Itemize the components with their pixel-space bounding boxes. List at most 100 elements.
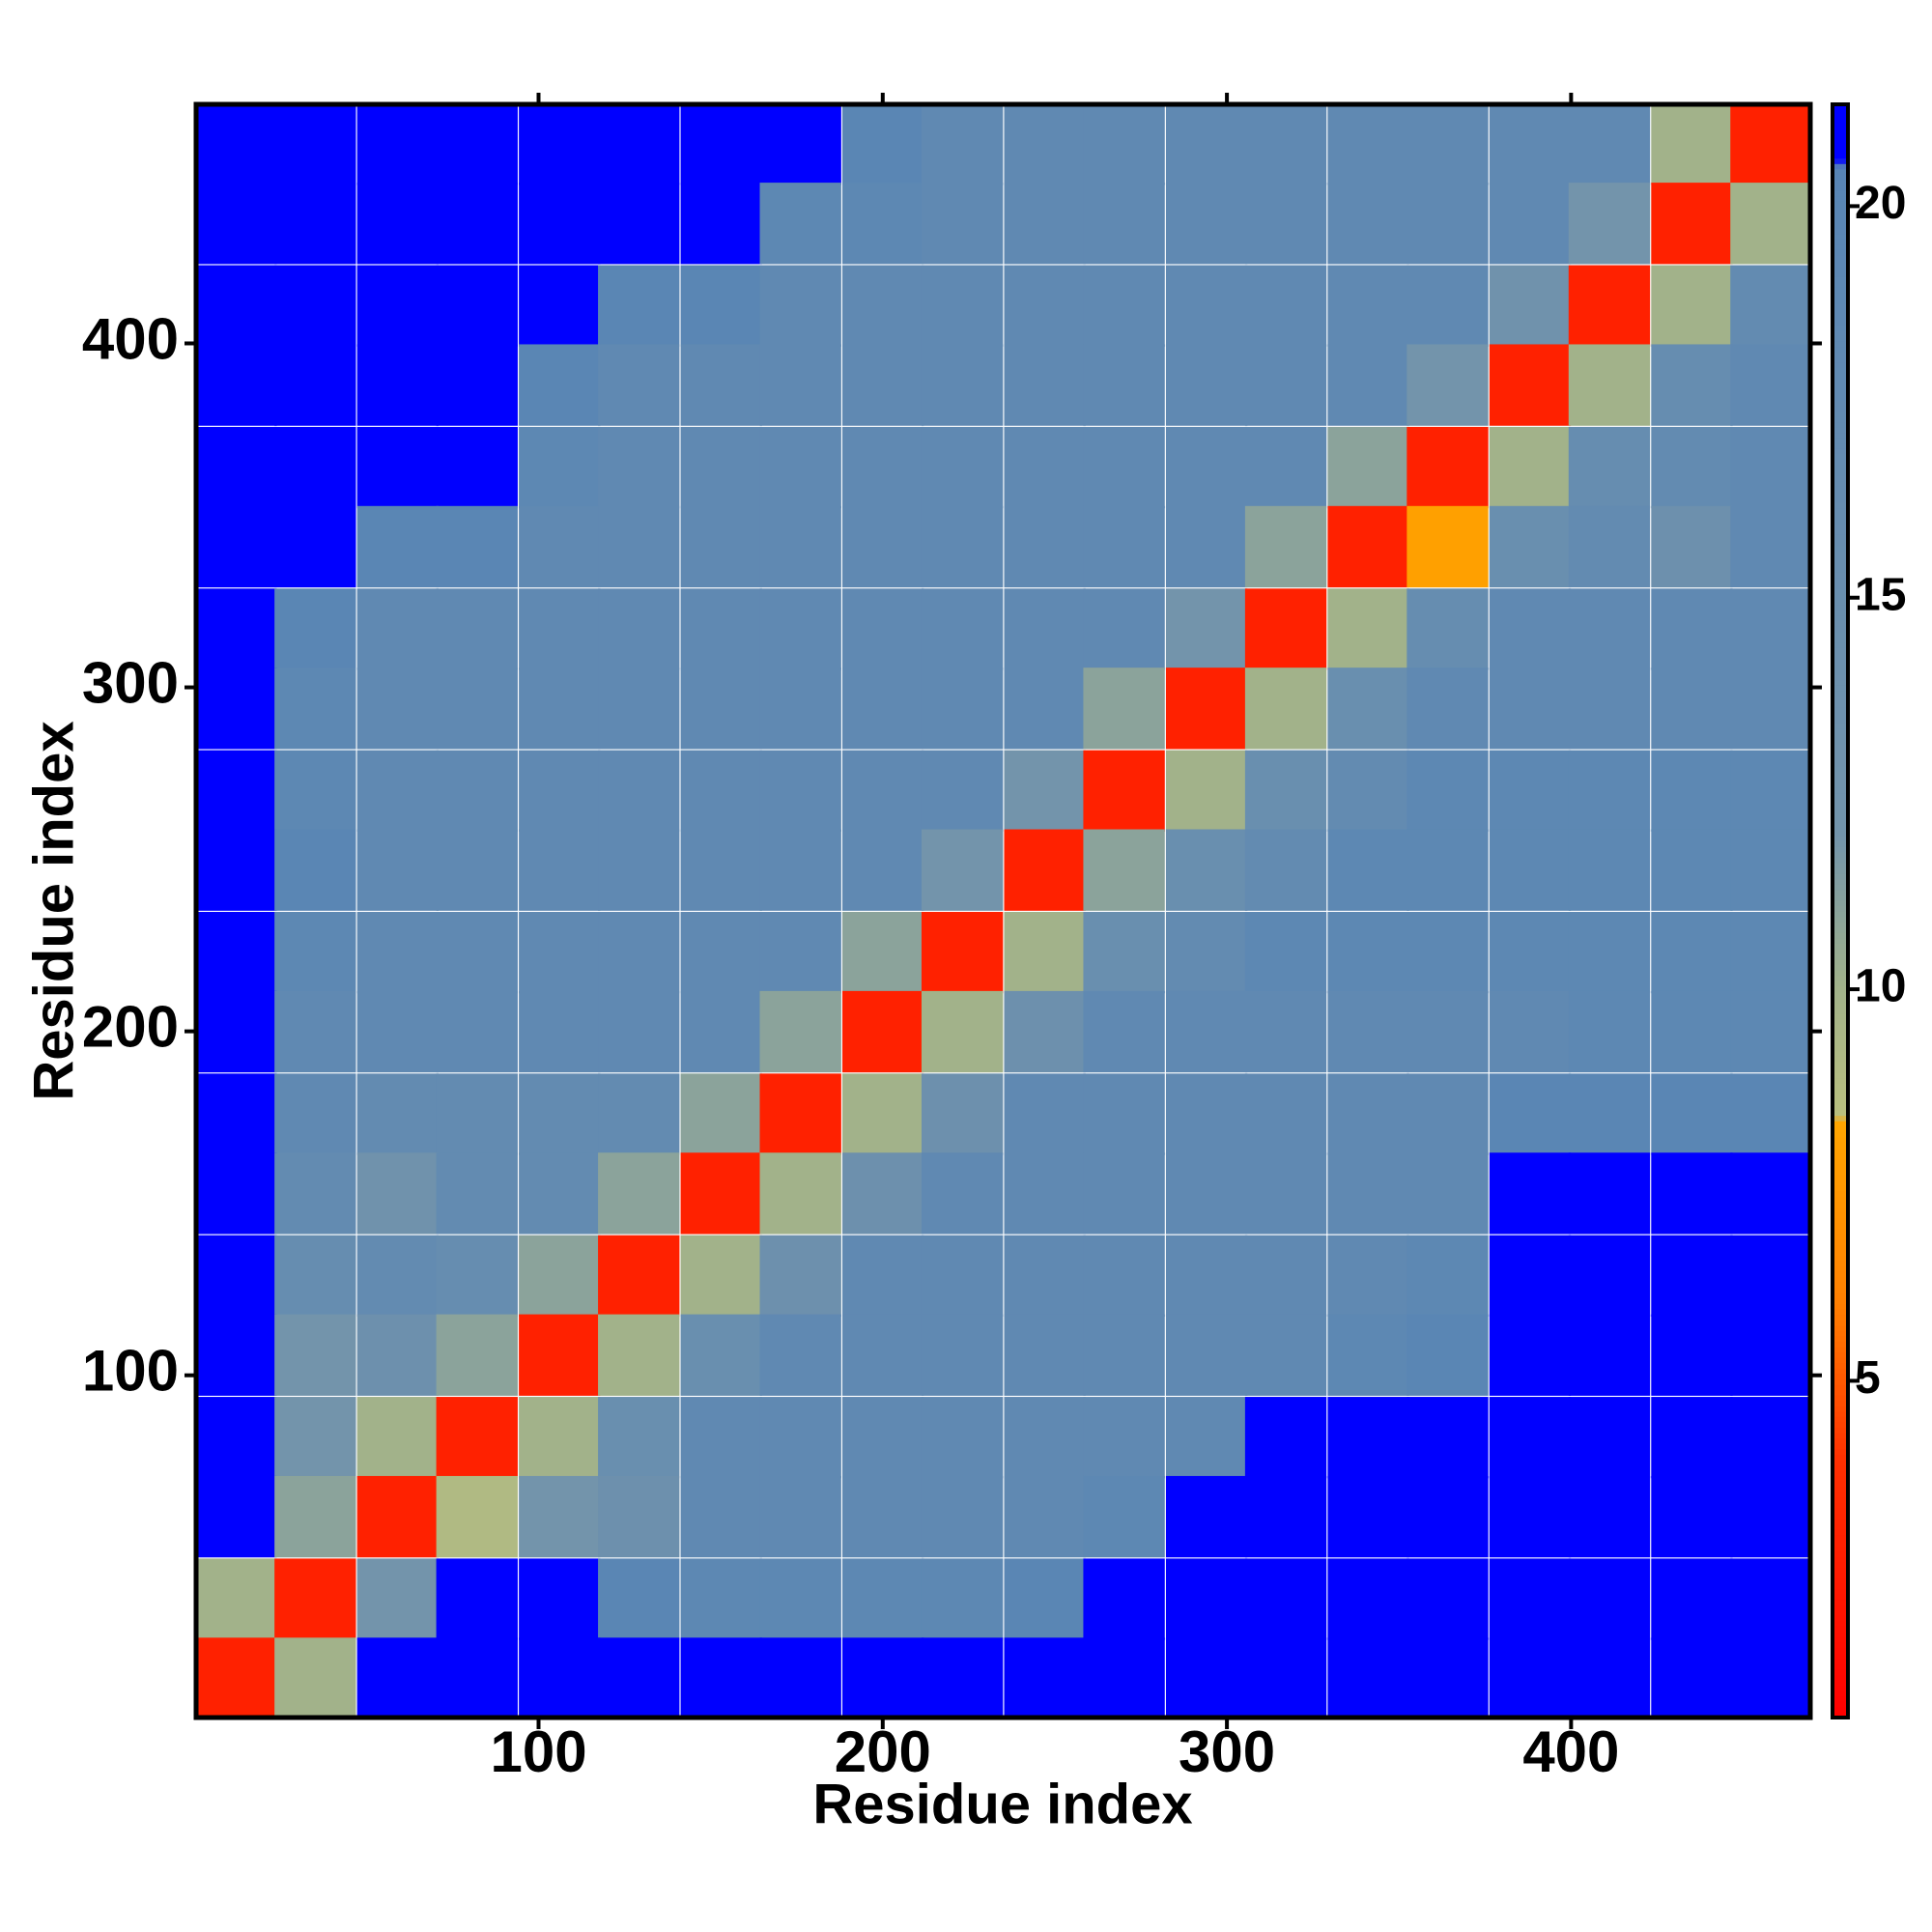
heatmap-cell	[759, 344, 841, 426]
colorbar-segment	[1833, 1174, 1848, 1180]
colorbar-segment	[1833, 1012, 1848, 1019]
heatmap-cell	[759, 1235, 841, 1317]
colorbar-segment	[1833, 555, 1848, 562]
heatmap-cell	[1083, 668, 1165, 750]
heatmap-cell	[1651, 829, 1733, 911]
colorbar-segment	[1833, 1083, 1848, 1090]
heatmap-cell	[519, 265, 601, 347]
heatmap-cell	[436, 183, 518, 265]
heatmap-cell	[519, 911, 601, 994]
colorbar-segment	[1833, 1066, 1848, 1073]
heatmap-cell	[842, 1637, 924, 1719]
heatmap-cell	[1327, 1475, 1409, 1558]
heatmap-cell	[1165, 1397, 1248, 1479]
heatmap-cell	[1165, 1073, 1248, 1155]
colorbar-segment	[1833, 1346, 1848, 1353]
heatmap-cell	[842, 750, 924, 832]
colorbar-segment	[1833, 1653, 1848, 1660]
heatmap-cell	[1651, 1314, 1733, 1396]
heatmap-cell	[1244, 505, 1327, 588]
colorbar-segment	[1833, 1712, 1848, 1719]
heatmap-cell	[1489, 1152, 1572, 1235]
heatmap-cell	[759, 990, 841, 1073]
heatmap-cell	[356, 505, 439, 588]
heatmap-cell	[436, 911, 518, 994]
heatmap-cell	[1327, 1314, 1409, 1396]
colorbar-segment	[1833, 1567, 1848, 1574]
colorbar-segment	[1833, 340, 1848, 348]
colorbar-segment	[1833, 809, 1848, 815]
heatmap-cell	[1651, 1637, 1733, 1719]
colorbar-segment	[1833, 1383, 1848, 1391]
heatmap-cell	[598, 1475, 680, 1558]
heatmap-cell	[842, 103, 924, 185]
colorbar-segment	[1833, 641, 1848, 648]
colorbar-segment	[1833, 658, 1848, 665]
heatmap-cell	[1489, 1558, 1572, 1640]
heatmap-cell	[195, 1314, 277, 1396]
heatmap-cell	[1651, 103, 1733, 185]
heatmap-cell	[274, 1558, 356, 1640]
colorbar-segment	[1833, 1238, 1848, 1245]
heatmap-cell	[1489, 668, 1572, 750]
colorbar-segment	[1833, 1545, 1848, 1552]
colorbar-segment	[1833, 771, 1848, 778]
heatmap-cell	[519, 1558, 601, 1640]
heatmap-cell	[759, 183, 841, 265]
heatmap-cell	[1489, 426, 1572, 509]
colorbar-segment	[1833, 163, 1848, 170]
heatmap-cell	[1083, 183, 1165, 265]
heatmap-cell	[1489, 1397, 1572, 1479]
colorbar-segment	[1833, 400, 1848, 407]
colorbar-segment	[1833, 190, 1848, 197]
colorbar-segment	[1833, 819, 1848, 826]
heatmap-cell	[1651, 505, 1733, 588]
colorbar-segment	[1833, 1308, 1848, 1316]
colorbar-segment	[1833, 319, 1848, 326]
colorbar-segment	[1833, 260, 1848, 267]
colorbar-segment	[1833, 367, 1848, 374]
heatmap-cell	[274, 829, 356, 911]
heatmap-cell	[680, 183, 762, 265]
colorbar-segment	[1833, 1695, 1848, 1702]
heatmap-cell	[921, 1314, 1004, 1396]
colorbar-tick-label: 15	[1855, 569, 1906, 620]
heatmap-cell	[195, 265, 277, 347]
heatmap-cell	[1489, 344, 1572, 426]
heatmap-cell	[1004, 505, 1086, 588]
colorbar-segment	[1833, 1211, 1848, 1218]
heatmap-cell	[436, 1637, 518, 1719]
colorbar-segment	[1833, 1523, 1848, 1530]
colorbar-segment	[1833, 222, 1848, 229]
heatmap-cell	[1730, 588, 1812, 670]
heatmap-cell	[274, 588, 356, 670]
heatmap-cell	[1651, 911, 1733, 994]
heatmap-cell	[1327, 1073, 1409, 1155]
colorbar-segment	[1833, 394, 1848, 401]
colorbar-segment	[1833, 1297, 1848, 1304]
colorbar-segment	[1833, 179, 1848, 186]
heatmap-cell	[1165, 1637, 1248, 1719]
colorbar-segment	[1833, 389, 1848, 396]
heatmap-cell	[1568, 829, 1651, 911]
colorbar-segment	[1833, 1098, 1848, 1105]
colorbar-segment	[1833, 201, 1848, 208]
colorbar-segment	[1833, 1701, 1848, 1708]
heatmap-cell	[1568, 265, 1651, 347]
colorbar-segment	[1833, 1469, 1848, 1477]
heatmap-cell	[598, 1314, 680, 1396]
colorbar-segment	[1833, 1045, 1848, 1052]
heatmap-cell	[1244, 1314, 1327, 1396]
colorbar-segment	[1833, 1260, 1848, 1266]
colorbar-segment	[1833, 228, 1848, 235]
heatmap-cell	[1406, 829, 1489, 911]
heatmap-cell	[1004, 1475, 1086, 1558]
colorbar-segment	[1833, 302, 1848, 310]
heatmap-cell	[1244, 344, 1327, 426]
heatmap-cell	[1730, 103, 1812, 185]
heatmap-cell	[759, 750, 841, 832]
heatmap-cell	[356, 668, 439, 750]
colorbar-segment	[1833, 335, 1848, 342]
colorbar-segment	[1833, 126, 1848, 132]
heatmap-cell	[1651, 1475, 1733, 1558]
